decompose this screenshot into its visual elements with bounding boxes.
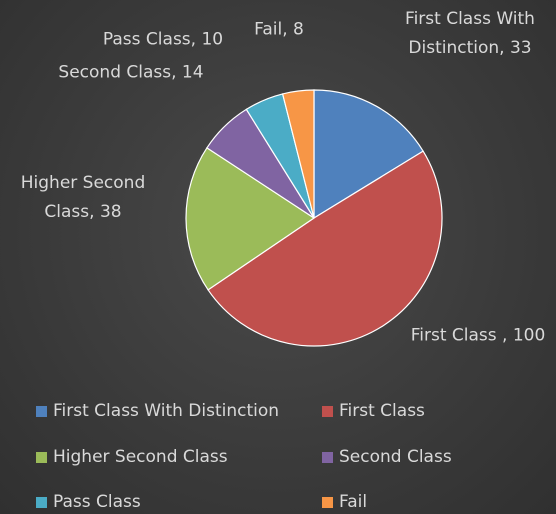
data-label: Second Class, 14 [58, 62, 204, 83]
pie-slice [207, 150, 443, 347]
data-label: Higher Second Class, 38 [20, 173, 146, 222]
pie-slice [313, 89, 424, 220]
data-label: First Class , 100 [410, 325, 546, 346]
legend-label: Fail [339, 492, 368, 512]
legend-label: First Class [339, 401, 425, 421]
legend-label: Higher Second Class [53, 447, 228, 467]
legend-label: Pass Class [53, 492, 141, 512]
legend-item: First Class With Distinction [36, 401, 279, 421]
legend-item: Higher Second Class [36, 447, 228, 467]
legend-item: Fail [322, 492, 367, 512]
legend-swatch [36, 496, 47, 508]
data-label: First Class With Distinction, 33 [405, 9, 535, 58]
legend-swatch [322, 496, 333, 508]
legend-label: Second Class [339, 447, 452, 467]
pie-slice [281, 89, 315, 219]
legend-swatch [36, 405, 47, 417]
pie-slice [185, 146, 316, 291]
legend-swatch [322, 405, 333, 417]
legend-item: First Class [322, 401, 425, 421]
legend-swatch [36, 451, 47, 463]
legend-item: Pass Class [36, 492, 141, 512]
legend-label: First Class With Distinction [53, 401, 280, 421]
data-label: Pass Class, 10 [102, 29, 224, 50]
legend-swatch [322, 451, 333, 463]
legend-item: Second Class [322, 447, 452, 467]
data-label: Fail, 8 [254, 19, 304, 40]
